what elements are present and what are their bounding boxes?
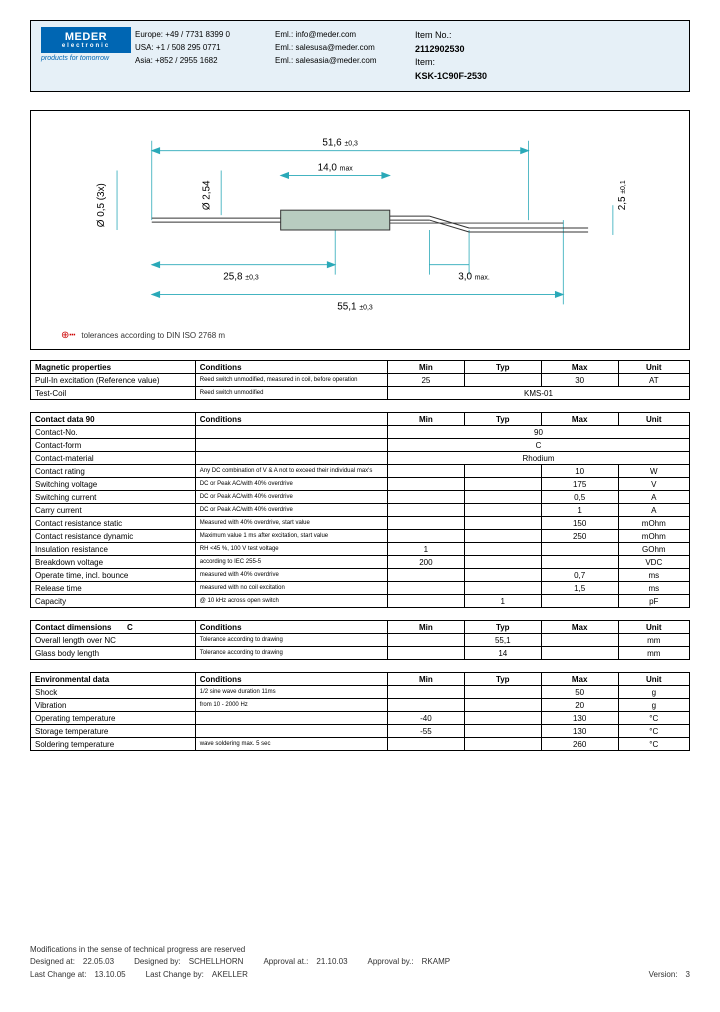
tagline: products for tomorrow <box>41 55 131 62</box>
footer: Modifications in the sense of technical … <box>30 944 690 982</box>
table-header: Typ <box>464 621 541 634</box>
table-header: Min <box>387 673 464 686</box>
tables-container: Magnetic propertiesConditionsMinTypMaxUn… <box>30 360 690 751</box>
svg-text:14,0 max: 14,0 max <box>318 163 354 174</box>
drawing-svg: 51,6 ±0,3 14,0 max 25,8 ±0,3 55,1 ±0,3 3… <box>31 111 689 349</box>
table-row: Contact ratingAny DC combination of V & … <box>31 465 690 478</box>
table-header: Max <box>541 673 618 686</box>
item-label: Item: <box>415 56 487 70</box>
tolerance-note: ⊕┅ tolerances according to DIN ISO 2768 … <box>61 330 225 341</box>
item-info: Item No.: 2112902530 Item: KSK-1C90F-253… <box>411 27 491 85</box>
item-no: 2112902530 <box>415 43 487 57</box>
table-row: Vibrationfrom 10 - 2000 Hz20g <box>31 699 690 712</box>
table-header: Conditions <box>195 413 387 426</box>
table-row: Contact-No.90 <box>31 426 690 439</box>
svg-text:3,0 max.: 3,0 max. <box>458 272 490 283</box>
table-title: Environmental data <box>31 673 196 686</box>
table-row: Soldering temperaturewave soldering max.… <box>31 738 690 751</box>
table-row: Capacity@ 10 kHz across open switch1pF <box>31 595 690 608</box>
table-header: Unit <box>618 413 689 426</box>
table-header: Min <box>387 413 464 426</box>
table-row: Insulation resistanceRH <45 %, 100 V tes… <box>31 543 690 556</box>
mod-note: Modifications in the sense of technical … <box>30 944 690 957</box>
table-row: Contact resistance dynamicMaximum value … <box>31 530 690 543</box>
data-table: Environmental dataConditionsMinTypMaxUni… <box>30 672 690 751</box>
technical-drawing: 51,6 ±0,3 14,0 max 25,8 ±0,3 55,1 ±0,3 3… <box>30 110 690 350</box>
table-header: Unit <box>618 621 689 634</box>
table-header: Max <box>541 413 618 426</box>
svg-text:25,8 ±0,3: 25,8 ±0,3 <box>223 272 259 283</box>
contact-phones: Europe: +49 / 7731 8399 0 USA: +1 / 508 … <box>131 27 271 85</box>
table-row: Breakdown voltageaccording to IEC 255-52… <box>31 556 690 569</box>
target-icon: ⊕┅ <box>61 330 75 341</box>
table-header: Conditions <box>195 361 387 374</box>
svg-text:51,6 ±0,3: 51,6 ±0,3 <box>322 138 358 149</box>
table-row: Switching voltageDC or Peak AC/with 40% … <box>31 478 690 491</box>
table-row: Switching currentDC or Peak AC/with 40% … <box>31 491 690 504</box>
table-header: Conditions <box>195 621 387 634</box>
table-row: Storage temperature-55130°C <box>31 725 690 738</box>
table-header: Max <box>541 621 618 634</box>
logo-column: MEDER electronic products for tomorrow <box>41 27 131 85</box>
table-header: Typ <box>464 413 541 426</box>
table-title: Contact data 90 <box>31 413 196 426</box>
table-row: Glass body lengthTolerance according to … <box>31 647 690 660</box>
table-row: Release timemeasured with no coil excita… <box>31 582 690 595</box>
table-row: Contact resistance staticMeasured with 4… <box>31 517 690 530</box>
logo-main: MEDER <box>43 31 129 43</box>
header-box: MEDER electronic products for tomorrow E… <box>30 20 690 92</box>
contact-emails: Eml.: info@meder.com Eml.: salesusa@mede… <box>271 27 411 85</box>
table-row: Contact-formC <box>31 439 690 452</box>
table-header: Conditions <box>195 673 387 686</box>
table-row: Pull-In excitation (Reference value)Reed… <box>31 374 690 387</box>
svg-text:2,5 ±0,1: 2,5 ±0,1 <box>617 180 628 210</box>
table-row: Carry currentDC or Peak AC/with 40% over… <box>31 504 690 517</box>
table-row: Test-CoilReed switch unmodifiedKMS-01 <box>31 387 690 400</box>
table-header: Min <box>387 361 464 374</box>
item-name: KSK-1C90F-2530 <box>415 70 487 84</box>
table-header: Typ <box>464 673 541 686</box>
svg-text:Ø 2,54: Ø 2,54 <box>201 180 212 210</box>
table-row: Contact-materialRhodium <box>31 452 690 465</box>
data-table: Magnetic propertiesConditionsMinTypMaxUn… <box>30 360 690 400</box>
table-row: Shock1/2 sine wave duration 11ms50g <box>31 686 690 699</box>
table-row: Operate time, incl. bouncemeasured with … <box>31 569 690 582</box>
logo: MEDER electronic <box>41 27 131 53</box>
table-row: Operating temperature-40130°C <box>31 712 690 725</box>
svg-text:Ø 0,5 (3x): Ø 0,5 (3x) <box>96 183 107 227</box>
table-header: Max <box>541 361 618 374</box>
data-table: Contact dimensions CConditionsMinTypMaxU… <box>30 620 690 660</box>
table-header: Min <box>387 621 464 634</box>
data-table: Contact data 90ConditionsMinTypMaxUnitCo… <box>30 412 690 608</box>
item-no-label: Item No.: <box>415 29 487 43</box>
table-header: Typ <box>464 361 541 374</box>
table-header: Unit <box>618 673 689 686</box>
table-title: Contact dimensions C <box>31 621 196 634</box>
table-header: Unit <box>618 361 689 374</box>
table-row: Overall length over NCTolerance accordin… <box>31 634 690 647</box>
logo-sub: electronic <box>43 43 129 49</box>
table-title: Magnetic properties <box>31 361 196 374</box>
svg-text:55,1 ±0,3: 55,1 ±0,3 <box>337 301 373 312</box>
